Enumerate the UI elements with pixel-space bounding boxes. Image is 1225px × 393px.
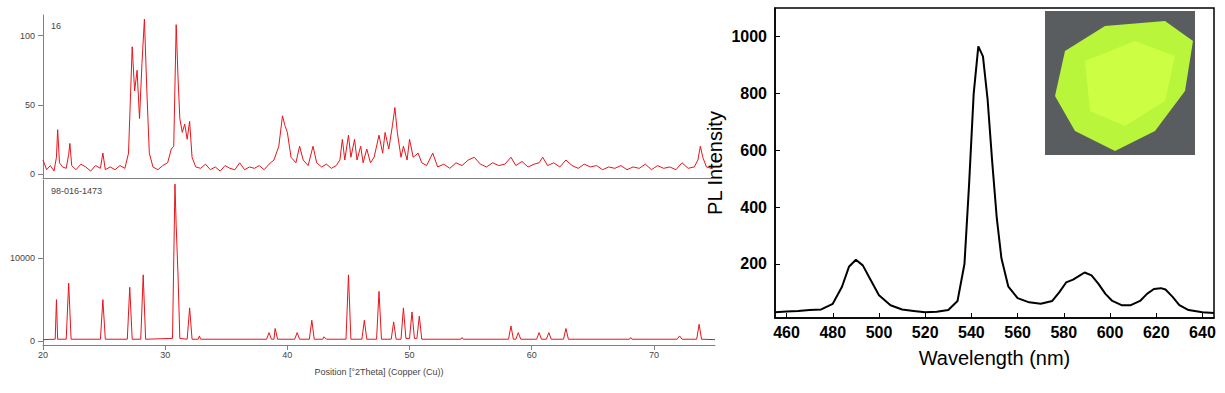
svg-text:400: 400 (740, 199, 767, 216)
svg-text:40: 40 (282, 350, 292, 360)
svg-text:50: 50 (25, 100, 35, 110)
svg-text:500: 500 (866, 324, 893, 341)
svg-text:580: 580 (1050, 324, 1077, 341)
svg-text:98-016-1473: 98-016-1473 (51, 186, 102, 196)
svg-text:Wavelength (nm): Wavelength (nm) (919, 347, 1071, 369)
svg-text:640: 640 (1189, 324, 1216, 341)
svg-text:20: 20 (38, 350, 48, 360)
svg-text:480: 480 (819, 324, 846, 341)
svg-text:200: 200 (740, 255, 767, 272)
svg-text:Position [°2Theta] (Copper (Cu: Position [°2Theta] (Copper (Cu)) (314, 367, 443, 377)
svg-text:620: 620 (1143, 324, 1170, 341)
svg-text:30: 30 (160, 350, 170, 360)
svg-text:600: 600 (1097, 324, 1124, 341)
svg-text:560: 560 (1004, 324, 1031, 341)
svg-text:460: 460 (773, 324, 800, 341)
svg-text:16: 16 (51, 21, 61, 31)
svg-text:100: 100 (20, 31, 35, 41)
svg-text:1000: 1000 (731, 28, 767, 45)
svg-text:520: 520 (912, 324, 939, 341)
svg-text:800: 800 (740, 85, 767, 102)
svg-text:60: 60 (527, 350, 537, 360)
svg-text:50: 50 (405, 350, 415, 360)
svg-text:540: 540 (958, 324, 985, 341)
svg-text:600: 600 (740, 142, 767, 159)
svg-text:0: 0 (30, 169, 35, 179)
svg-text:70: 70 (649, 350, 659, 360)
svg-text:PL Intensity: PL Intensity (704, 111, 726, 215)
svg-text:10000: 10000 (10, 253, 35, 263)
svg-text:0: 0 (30, 336, 35, 346)
